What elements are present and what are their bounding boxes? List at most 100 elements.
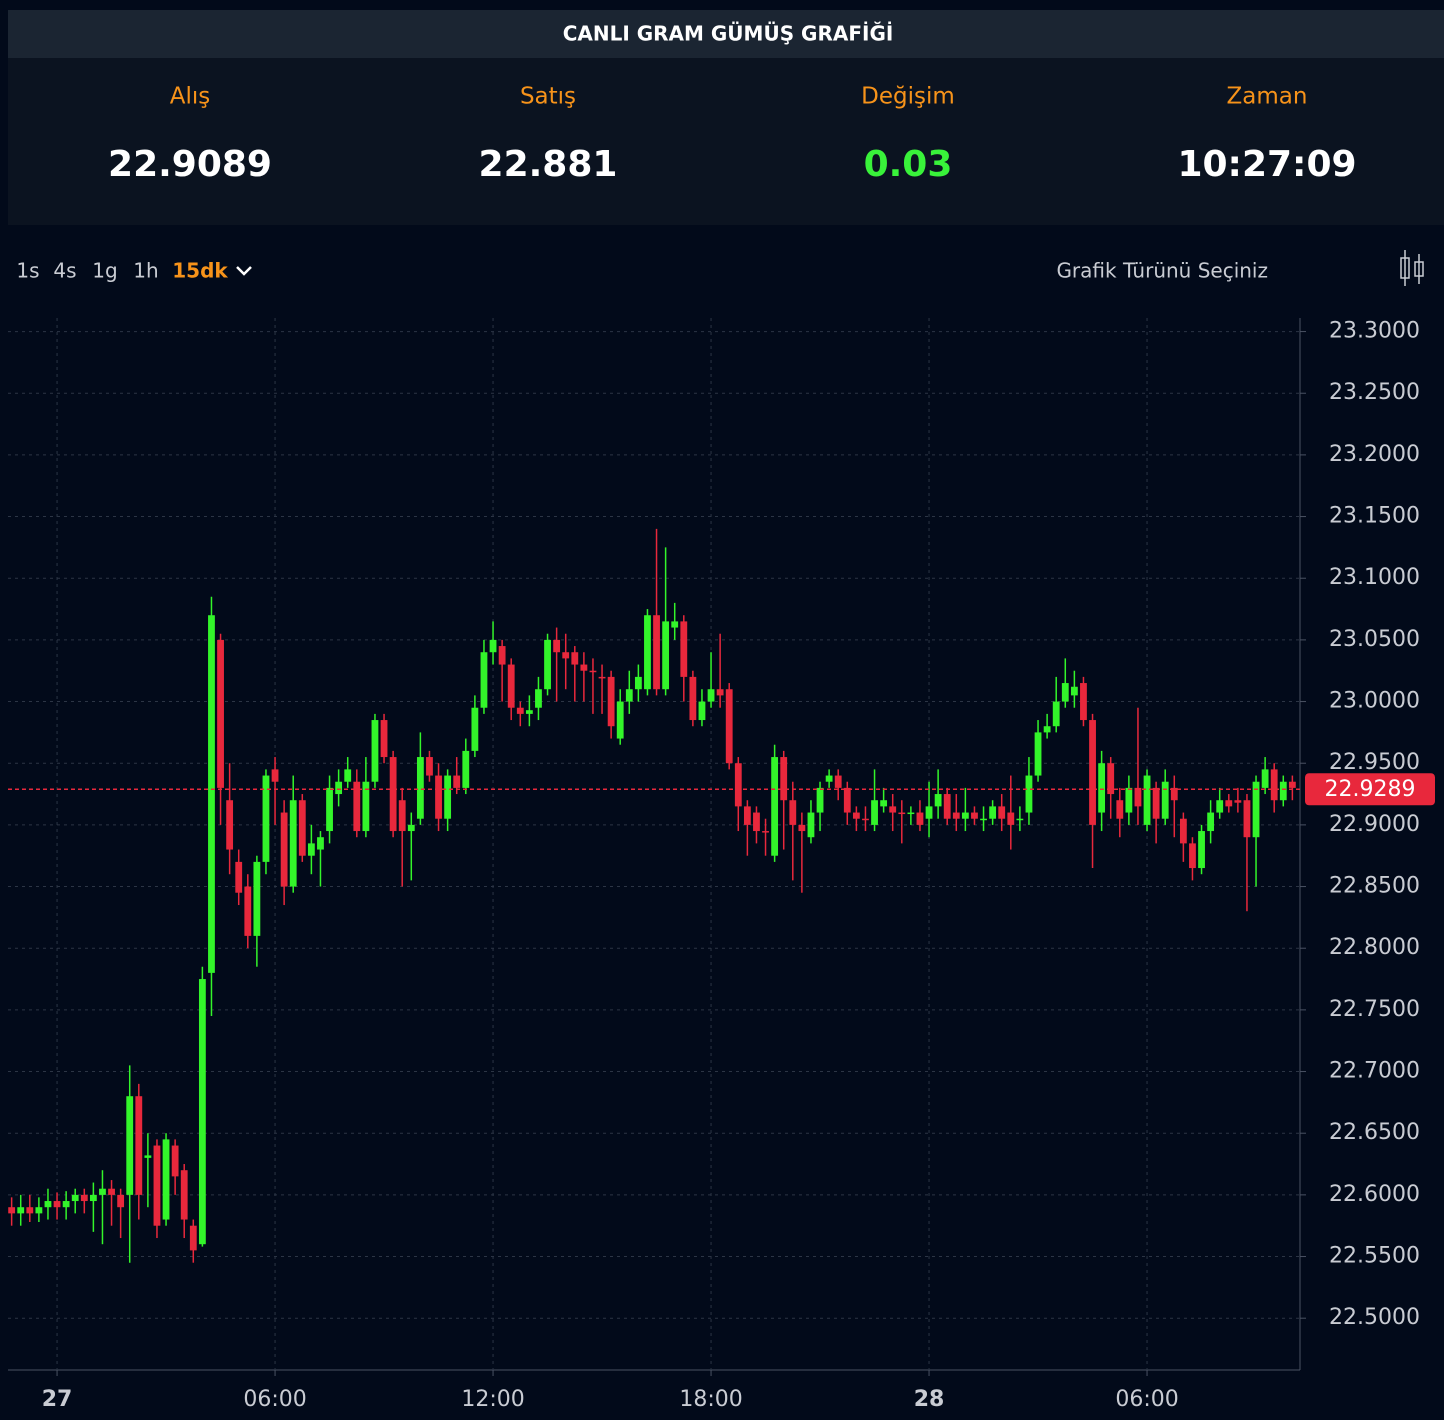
candle-body: [989, 806, 997, 819]
candle-body: [1261, 769, 1269, 788]
interval-button[interactable]: 1g: [92, 259, 117, 283]
candle-body: [816, 787, 824, 813]
candle-body: [426, 757, 433, 776]
candle-body: [1198, 831, 1205, 869]
candle-body: [35, 1207, 43, 1214]
candle-body: [1270, 769, 1278, 801]
y-tick-label: 23.0000: [1329, 689, 1420, 714]
candle-body: [807, 812, 815, 838]
candle-body: [489, 639, 497, 653]
y-tick-label: 22.9000: [1329, 812, 1420, 837]
candle-body: [1107, 763, 1115, 795]
stat-label: Zaman: [1227, 84, 1308, 110]
candle-body: [671, 621, 679, 628]
candle-body: [380, 720, 388, 758]
chart-type-icon[interactable]: [1400, 250, 1424, 286]
candle-body: [880, 800, 888, 807]
candle-body: [852, 812, 860, 819]
chart-type-label[interactable]: Grafik Türünü Seçiniz: [1056, 259, 1268, 283]
candle-body: [916, 812, 924, 825]
widget-title: CANLI GRAM GÜMÜŞ GRAFİĞİ: [563, 22, 894, 46]
candle-body: [625, 689, 633, 702]
candle-body: [843, 787, 851, 813]
x-tick-label: 27: [42, 1387, 73, 1412]
stats-panel: [8, 58, 1444, 225]
candle-body: [108, 1188, 115, 1195]
y-tick-label: 22.8000: [1329, 935, 1420, 960]
candle-body: [961, 812, 969, 819]
x-tick-label: 28: [914, 1387, 945, 1412]
candle-body: [689, 676, 697, 721]
candle-body: [1179, 818, 1187, 844]
candle-body: [680, 621, 688, 677]
candle-body: [1216, 800, 1224, 813]
candle-body: [1070, 686, 1078, 696]
candle-body: [17, 1207, 25, 1214]
stat-label: Değişim: [861, 84, 955, 110]
candle-body: [725, 689, 733, 764]
candle-body: [462, 750, 470, 788]
y-tick-label: 22.5000: [1329, 1305, 1420, 1330]
candle-body: [235, 861, 243, 893]
candle-body: [1061, 683, 1069, 702]
stat-value: 0.03: [864, 144, 953, 185]
interval-button[interactable]: 1h: [133, 259, 158, 283]
candle-body: [589, 670, 597, 673]
candle-body: [1143, 775, 1151, 825]
candle-body: [753, 812, 760, 832]
candle-body: [925, 806, 933, 819]
stat-value: 22.9089: [108, 144, 272, 185]
candle-body: [616, 701, 624, 739]
candle-body: [771, 757, 779, 856]
interval-button[interactable]: 1s: [16, 259, 39, 283]
candle-body: [743, 806, 751, 825]
candle-body: [907, 812, 915, 815]
stat-label: Satış: [520, 84, 576, 110]
y-tick-label: 23.1500: [1329, 504, 1420, 529]
stat-label: Alış: [170, 84, 211, 110]
candle-body: [1080, 683, 1087, 721]
interval-button[interactable]: 15dk: [172, 259, 228, 283]
candle-body: [407, 824, 415, 832]
candle-body: [980, 818, 987, 821]
candle-body: [716, 689, 724, 696]
x-tick-label: 06:00: [1115, 1387, 1178, 1412]
candle-body: [943, 794, 951, 819]
candle-body: [1252, 781, 1260, 838]
interval-dropdown[interactable]: [236, 266, 252, 276]
candle-body: [162, 1139, 170, 1220]
candle-body: [226, 800, 234, 850]
candle-body: [453, 775, 461, 788]
candle-body: [571, 652, 579, 665]
y-tick-label: 23.2000: [1329, 442, 1420, 467]
candle-body: [262, 775, 270, 862]
candle-body: [562, 652, 570, 659]
candle-body: [289, 800, 297, 887]
candle-body: [898, 812, 906, 815]
candle-body: [444, 775, 452, 819]
candle-body: [135, 1096, 143, 1195]
candle-body: [362, 781, 370, 832]
y-tick-label: 22.5500: [1329, 1244, 1420, 1269]
candle-body: [553, 639, 561, 653]
current-price-label: 22.9289: [1325, 777, 1416, 802]
candle-body: [662, 621, 670, 690]
candle-body: [317, 837, 324, 850]
candle-body: [1016, 818, 1024, 821]
candle-body: [217, 639, 224, 788]
y-tick-label: 23.2500: [1329, 380, 1420, 405]
candle-body: [89, 1194, 97, 1202]
candle-body: [1034, 732, 1042, 776]
candle-body: [871, 800, 878, 825]
candle-body: [1043, 726, 1051, 733]
candle-body: [244, 886, 252, 936]
candle-body: [1089, 720, 1096, 825]
y-tick-label: 22.6000: [1329, 1182, 1420, 1207]
candle-body: [507, 664, 515, 708]
interval-button[interactable]: 4s: [53, 259, 76, 283]
candle-body: [516, 707, 524, 714]
candle-body: [498, 646, 506, 665]
candle-body: [80, 1194, 88, 1202]
